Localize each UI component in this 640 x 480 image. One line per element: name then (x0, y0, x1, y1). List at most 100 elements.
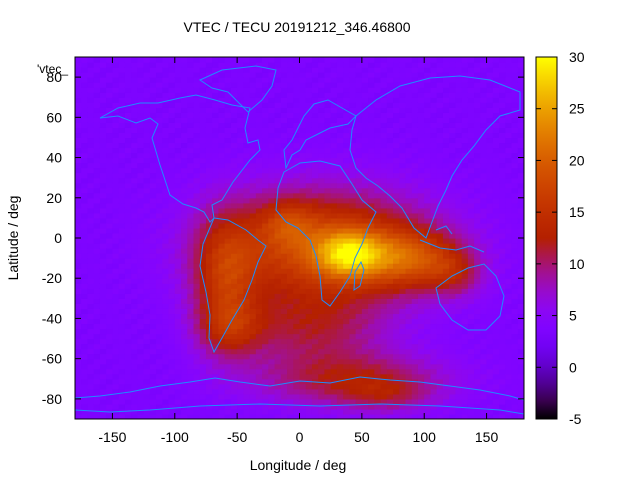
heat-cell (218, 383, 226, 390)
heat-cell (174, 348, 182, 355)
heat-cell (118, 303, 126, 309)
heat-cell (174, 137, 182, 144)
heat-cell (455, 258, 463, 264)
heat-cell (143, 107, 151, 113)
heat-cell (499, 72, 506, 78)
heat-cell (293, 92, 301, 98)
heat-cell (393, 408, 400, 415)
heat-cell (324, 102, 332, 108)
heat-cell (411, 343, 419, 350)
heat-cell (249, 92, 257, 98)
heat-cell (361, 318, 369, 325)
heat-cell (355, 202, 363, 209)
heat-cell (262, 393, 269, 400)
heat-cell (311, 383, 319, 390)
heat-cell (311, 258, 319, 264)
heat-cell (455, 288, 463, 294)
heat-cell (417, 197, 425, 204)
heat-cell (93, 137, 101, 144)
heat-cell (474, 283, 481, 289)
heat-cell (205, 202, 213, 209)
heat-cell (486, 338, 494, 345)
heat-cell (461, 283, 469, 289)
heat-cell (93, 157, 101, 164)
heat-cell (274, 57, 282, 63)
heat-cell (118, 278, 126, 284)
heat-cell (268, 368, 276, 375)
heat-cell (318, 253, 326, 259)
heat-cell (405, 127, 413, 134)
heat-cell (499, 197, 506, 204)
heat-cell (455, 413, 463, 419)
heat-cell (374, 348, 382, 355)
heat-cell (249, 147, 257, 154)
heat-cell (118, 62, 126, 68)
heat-cell (424, 403, 432, 410)
heat-cell (255, 82, 263, 88)
heat-cell (99, 222, 107, 229)
heat-cell (461, 388, 469, 395)
heat-cell (299, 112, 307, 118)
heat-cell (243, 343, 251, 350)
heat-cell (311, 187, 319, 194)
vtec-heatmap (75, 57, 524, 419)
heat-cell (449, 112, 457, 118)
heat-cell (149, 137, 157, 144)
heat-cell (106, 313, 114, 320)
heat-cell (243, 152, 251, 159)
heat-cell (336, 157, 344, 164)
heat-cell (149, 222, 157, 229)
heat-cell (81, 243, 89, 249)
heat-cell (212, 283, 220, 289)
heat-cell (93, 388, 101, 395)
heat-cell (430, 373, 438, 380)
heat-cell (442, 358, 450, 365)
heat-cell (99, 137, 107, 144)
heat-cell (424, 222, 432, 229)
heat-cell (137, 253, 145, 259)
heat-cell (492, 182, 500, 189)
heat-cell (124, 243, 132, 249)
heat-cell (237, 328, 244, 335)
heat-cell (143, 62, 151, 68)
heat-cell (118, 82, 126, 88)
heat-cell (149, 323, 157, 330)
heat-cell (255, 197, 263, 204)
heat-cell (255, 248, 263, 254)
heat-cell (112, 328, 120, 335)
heat-cell (349, 323, 357, 330)
heat-cell (280, 222, 288, 229)
heat-cell (311, 182, 319, 189)
heat-cell (274, 112, 282, 118)
heat-cell (299, 167, 307, 174)
heat-cell (343, 72, 350, 78)
heat-cell (486, 413, 494, 419)
heat-cell (442, 72, 450, 78)
heat-cell (461, 167, 469, 174)
heat-cell (393, 368, 400, 375)
heat-cell (230, 338, 238, 345)
heat-cell (399, 343, 407, 350)
heat-cell (255, 288, 263, 294)
heat-cell (442, 137, 450, 144)
heat-cell (336, 238, 344, 244)
heat-cell (492, 87, 500, 93)
heat-cell (149, 258, 157, 264)
heat-cell (124, 338, 132, 345)
heat-cell (336, 197, 344, 204)
heat-cell (168, 298, 176, 304)
heat-cell (436, 137, 444, 144)
heat-cell (399, 197, 407, 204)
heat-cell (243, 358, 251, 365)
heat-cell (137, 243, 145, 249)
heat-cell (199, 157, 207, 164)
heat-cell (436, 303, 444, 309)
heat-cell (212, 62, 220, 68)
heat-cell (75, 323, 82, 330)
heat-cell (486, 363, 494, 370)
heat-cell (480, 263, 488, 269)
heat-cell (174, 398, 182, 405)
heat-cell (380, 172, 388, 179)
heat-cell (430, 217, 438, 224)
heat-cell (274, 227, 282, 234)
